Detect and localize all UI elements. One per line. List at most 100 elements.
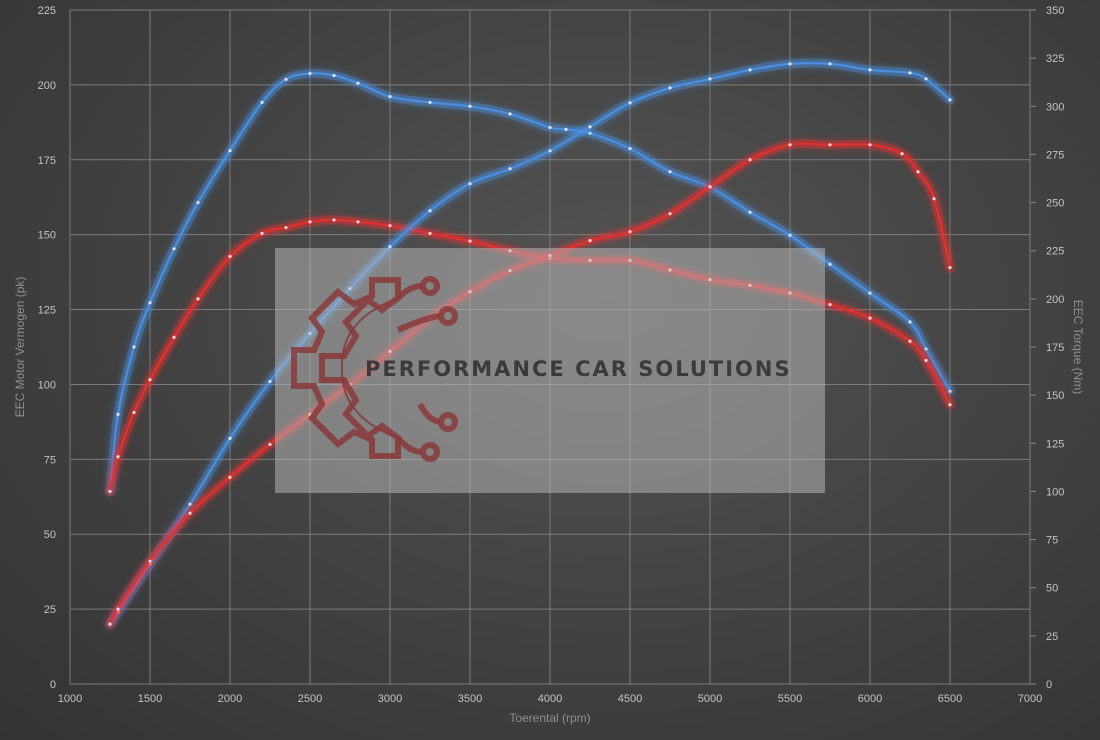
data-point	[788, 62, 792, 66]
x-tick-label: 3500	[458, 693, 482, 705]
data-point	[228, 254, 232, 259]
data-point	[132, 410, 136, 415]
data-point	[428, 100, 432, 105]
data-point	[868, 291, 872, 295]
data-point	[388, 224, 392, 228]
data-point	[588, 125, 592, 129]
x-tick-label: 2000	[218, 693, 242, 705]
data-point	[828, 303, 832, 307]
data-point	[428, 209, 432, 213]
data-point	[908, 71, 912, 75]
data-point	[468, 182, 472, 186]
data-point	[548, 149, 552, 153]
data-point	[748, 68, 752, 72]
axes: Toerental (rpm) EEC Motor Vermogen (pk) …	[13, 5, 1085, 725]
data-point	[332, 218, 336, 222]
data-point	[868, 316, 872, 320]
data-point	[828, 143, 832, 147]
data-point	[932, 197, 936, 201]
data-point	[908, 320, 912, 324]
y-right-tick-label: 75	[1046, 535, 1058, 547]
data-point	[148, 559, 152, 563]
data-point	[308, 71, 312, 76]
x-tick-label: 1500	[138, 693, 162, 705]
watermark-text: PERFORMANCE CAR SOLUTIONS	[365, 357, 792, 381]
y-right-tick-label: 150	[1046, 390, 1064, 402]
data-point	[668, 86, 672, 90]
data-point	[948, 403, 952, 407]
data-point	[116, 412, 120, 416]
data-point	[172, 247, 176, 251]
data-point	[748, 158, 752, 162]
data-point	[148, 301, 152, 305]
x-tick-label: 7000	[1018, 693, 1042, 705]
watermark-panel	[275, 248, 825, 493]
data-point	[924, 358, 928, 363]
data-point	[788, 143, 792, 147]
data-point	[828, 262, 832, 266]
y-left-tick-label: 25	[44, 604, 56, 616]
data-point	[148, 378, 152, 382]
data-point	[916, 170, 920, 174]
data-point	[468, 104, 472, 108]
data-point	[228, 436, 232, 440]
data-point	[260, 231, 264, 235]
data-point	[508, 167, 512, 171]
y-right-tick-label: 275	[1046, 149, 1064, 161]
data-point	[628, 147, 632, 151]
y-left-tick-label: 225	[38, 5, 56, 17]
data-point	[924, 77, 928, 81]
gear-circuit-logo-icon	[291, 276, 458, 462]
y-right-tick-label: 25	[1046, 631, 1058, 643]
y-left-tick-label: 150	[38, 230, 56, 242]
y-right-tick-label: 300	[1046, 101, 1064, 113]
data-point	[668, 170, 672, 174]
data-point	[284, 77, 288, 81]
data-point	[924, 347, 928, 351]
data-point	[188, 502, 192, 506]
data-point	[196, 200, 200, 205]
x-tick-label: 2500	[298, 693, 322, 705]
data-point	[628, 101, 632, 105]
y-left-tick-label: 125	[38, 305, 56, 317]
x-tick-label: 3000	[378, 693, 402, 705]
data-point	[668, 212, 672, 216]
data-point	[868, 143, 872, 147]
x-axis-title: Toerental (rpm)	[509, 711, 590, 725]
x-tick-label: 1000	[58, 693, 82, 705]
y-right-tick-label: 0	[1046, 679, 1052, 691]
data-point	[708, 185, 712, 189]
watermark: PERFORMANCE CAR SOLUTIONS	[275, 248, 825, 493]
data-point	[628, 230, 632, 234]
data-point	[116, 607, 120, 611]
data-point	[268, 379, 272, 384]
x-tick-label: 5000	[698, 693, 722, 705]
x-tick-label: 4000	[538, 693, 562, 705]
data-point	[188, 511, 192, 515]
data-point	[948, 98, 952, 102]
data-point	[268, 442, 272, 446]
data-point	[260, 100, 264, 105]
data-point	[228, 148, 232, 153]
data-point	[748, 210, 752, 214]
data-point	[172, 335, 176, 339]
y-right-tick-label: 325	[1046, 53, 1064, 65]
series-2	[105, 58, 955, 629]
data-point	[868, 68, 872, 72]
y-right-tick-label: 100	[1046, 486, 1064, 498]
data-point	[332, 73, 336, 78]
data-point	[900, 152, 904, 156]
data-point	[708, 77, 712, 81]
y-right-tick-label: 125	[1046, 438, 1064, 450]
data-point	[788, 233, 792, 237]
y-right-tick-label: 250	[1046, 198, 1064, 210]
data-point	[356, 81, 360, 85]
y-right-tick-label: 50	[1046, 583, 1058, 595]
x-tick-label: 4500	[618, 693, 642, 705]
y-left-tick-label: 200	[38, 80, 56, 92]
y-right-tick-label: 225	[1046, 246, 1064, 258]
y-right-tick-label: 350	[1046, 5, 1064, 17]
data-point	[468, 239, 472, 243]
data-point	[196, 297, 200, 301]
